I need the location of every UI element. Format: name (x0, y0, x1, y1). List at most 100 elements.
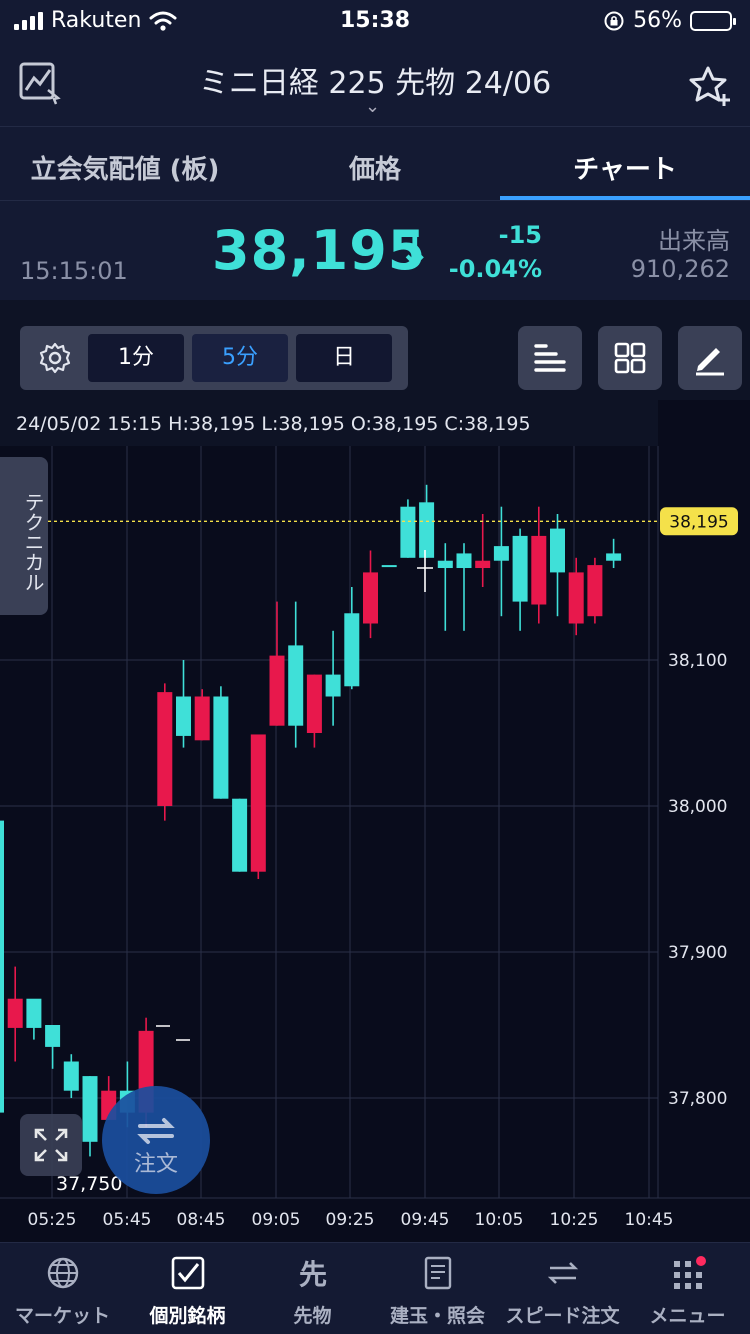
nav-stock-label: 個別銘柄 (149, 1305, 226, 1327)
nav-positions[interactable]: 建玉・照会 (375, 1243, 500, 1334)
candle-body (419, 502, 435, 558)
grid-icon (614, 342, 646, 374)
chart-toolbar: 1分 5分 日 (0, 318, 750, 400)
swap-arrows-icon (547, 1262, 578, 1284)
candle-body (400, 506, 416, 558)
candle-body (63, 1061, 79, 1091)
x-tick-label: 09:05 (252, 1210, 301, 1230)
candle-body (288, 645, 304, 726)
app-header: ミニ日経 225 先物 24/06 ⌄ (0, 40, 750, 126)
x-tick-label: 05:45 (103, 1210, 152, 1230)
interval-5min-button[interactable]: 5分 (192, 334, 288, 382)
x-tick-label: 09:25 (326, 1210, 375, 1230)
price-change-percent: -0.04% (448, 255, 542, 283)
candle-body (325, 674, 341, 697)
nav-menu[interactable]: メニュー (625, 1243, 750, 1334)
candlestick-chart[interactable]: 38,195 38,100 38,000 37,900 37,800 05:25 05:45… (0, 400, 750, 1242)
candle-body (194, 696, 210, 741)
annotation-marks (156, 1025, 190, 1041)
crosshair-marker (417, 550, 433, 592)
candle-body (568, 572, 584, 624)
candle-body (456, 553, 472, 569)
candle-body (381, 565, 397, 568)
candle-body (531, 535, 547, 605)
candle-body (493, 546, 509, 561)
price-change: -15 (498, 221, 542, 249)
chart-area[interactable]: 38,195 38,100 38,000 37,900 37,800 05:25 05:45… (0, 400, 750, 1242)
y-tick-label: 37,900 (668, 943, 727, 963)
x-tick-label: 10:25 (550, 1210, 599, 1230)
x-tick-label: 09:45 (401, 1210, 450, 1230)
x-tick-label: 10:05 (475, 1210, 524, 1230)
candle-body (232, 798, 248, 872)
document-icon (424, 1256, 451, 1290)
order-label: 注文 (133, 1152, 178, 1177)
swap-icon (137, 1118, 175, 1144)
current-price-badge (660, 507, 738, 536)
tab-order-book[interactable]: 立会気配値 (板) (30, 155, 220, 185)
wifi-icon (149, 11, 177, 31)
nav-menu-label: メニュー (649, 1305, 726, 1327)
technical-tab[interactable]: テクニカル (0, 457, 48, 615)
nav-market-label: マーケット (14, 1305, 110, 1327)
interval-1min-button[interactable]: 1分 (88, 334, 184, 382)
carrier-name: Rakuten (51, 8, 142, 33)
signal-icon (14, 11, 43, 30)
y-tick-label: 38,000 (668, 797, 727, 817)
gear-icon[interactable] (38, 341, 72, 375)
candle-body (437, 560, 453, 569)
candle-body (363, 572, 378, 624)
nav-stock[interactable]: 個別銘柄 (125, 1243, 250, 1334)
favorite-add-icon[interactable] (688, 64, 732, 108)
candle-body (475, 560, 491, 569)
volume-value: 910,262 (630, 255, 730, 283)
nav-market[interactable]: マーケット (0, 1243, 125, 1334)
battery-icon (690, 10, 736, 31)
x-tick-label: 08:45 (177, 1210, 226, 1230)
nav-futures-label: 先物 (293, 1305, 332, 1327)
drawing-button[interactable] (678, 326, 742, 390)
candle-body (7, 998, 23, 1028)
candle-body (306, 674, 322, 733)
instrument-title[interactable]: ミニ日経 225 先物 24/06 (198, 66, 552, 101)
status-bar: Rakuten 15:38 56% (0, 0, 750, 40)
tab-price[interactable]: 価格 (348, 155, 401, 185)
chart-settings-icon[interactable] (16, 58, 64, 106)
battery-percent: 56% (633, 8, 682, 33)
checkbox-icon (171, 1256, 204, 1290)
chart-type-button[interactable] (518, 326, 582, 390)
y-tick-label: 37,800 (668, 1089, 727, 1109)
svg-text:先: 先 (298, 1258, 326, 1291)
current-price-label: 38,195 (669, 512, 728, 532)
candle-body (82, 1076, 98, 1142)
quote-time: 15:15:01 (20, 257, 128, 285)
chevron-down-icon[interactable]: ⌄ (365, 96, 381, 117)
nav-speed-order[interactable]: スピード注文 (500, 1243, 625, 1334)
y-tick-label: 38,100 (668, 651, 727, 671)
volume-label: 出来高 (658, 227, 730, 255)
fullscreen-button[interactable] (20, 1114, 82, 1176)
candle-body (587, 565, 603, 617)
globe-icon (47, 1257, 78, 1289)
tab-chart[interactable]: チャート (500, 127, 750, 200)
layout-button[interactable] (598, 326, 662, 390)
candle-body (213, 696, 229, 799)
x-tick-label: 05:25 (28, 1210, 77, 1230)
candle-body (512, 535, 528, 602)
nav-positions-label: 建玉・照会 (389, 1305, 485, 1327)
nav-futures[interactable]: 先 先物 (250, 1243, 375, 1334)
low-price-marker: 37,750 (56, 1173, 123, 1195)
futures-icon: 先 (298, 1258, 326, 1291)
candle-body (550, 528, 565, 573)
candle-body (250, 734, 266, 872)
menu-grid-icon (673, 1256, 706, 1289)
rotation-lock-icon (604, 11, 624, 30)
candle-body (0, 820, 4, 1113)
candle-body (176, 696, 191, 736)
interval-day-button[interactable]: 日 (296, 334, 392, 382)
candle-body (26, 998, 42, 1028)
last-price: 38,195 (212, 219, 427, 282)
quote-panel: 15:15:01 38,195 ↓ -15 -0.04% 出来高 910,262 (0, 200, 750, 300)
order-button[interactable]: 注文 (102, 1086, 210, 1194)
pencil-icon (696, 348, 724, 376)
